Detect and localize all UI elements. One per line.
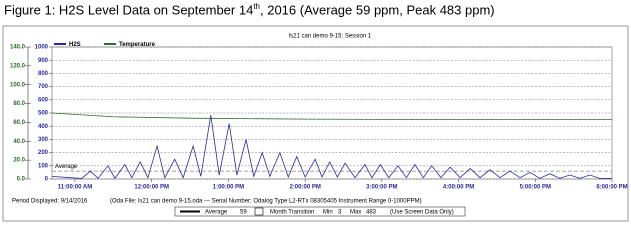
caption-sup: th <box>253 2 260 11</box>
y-tick-label: 200 <box>38 150 49 156</box>
x-tick-label: 12:00:00 PM <box>134 185 169 191</box>
footer-icon <box>254 207 264 216</box>
footer-note: (Use Screen Data Only) <box>390 210 454 216</box>
chart: ls21 can demo 9-15: Session 1 Period Dis… <box>2 25 629 222</box>
caption-text: , 2016 (Average 59 ppm, Peak 483 ppm) <box>259 2 495 18</box>
y2-tick-label: 20.0 <box>13 158 25 164</box>
footer-legend <box>174 206 466 217</box>
footer-max-label: Max <box>350 210 361 216</box>
y-tick-label: 600 <box>38 97 49 103</box>
y2-tick-label: 140.0 <box>10 45 26 51</box>
caption-text: Figure 1: H2S Level Data on September 14 <box>4 2 254 18</box>
y-tick-label: 100 <box>38 163 49 169</box>
average-label: Average <box>55 164 78 170</box>
caption: Figure 1: H2S Level Data on September 14… <box>4 2 495 17</box>
y2-tick-label: 120.0 <box>10 63 26 69</box>
x-tick-label: 3:00:00 PM <box>366 185 397 191</box>
series-line <box>51 112 612 120</box>
y2-tick-label: 80.0 <box>13 101 25 107</box>
y-tick-label: 500 <box>38 111 49 117</box>
footer-max: 483 <box>366 210 377 216</box>
page: Figure 1: H2S Level Data on September 14… <box>2 2 629 222</box>
x-tick-label: 11:00:00 AM <box>58 185 92 191</box>
y2-tick-label: 60.0 <box>13 120 25 126</box>
y2-tick-label: 0.0 <box>17 177 26 183</box>
y-tick-label: 1000 <box>35 45 49 51</box>
y-tick-label: 400 <box>38 124 49 130</box>
y-tick-label: 900 <box>38 58 49 64</box>
footer-month: Month Transition <box>270 210 314 216</box>
y2-tick-label: 40.0 <box>13 139 25 145</box>
y-tick-label: 0 <box>45 177 49 183</box>
series-line <box>51 115 612 180</box>
y-tick-label: 700 <box>38 84 49 90</box>
footer-min: 3 <box>338 210 342 216</box>
x-tick-label: 6:00:00 PM <box>596 185 627 191</box>
y2-tick-label: 100.0 <box>10 82 26 88</box>
footer-min-label: Min <box>323 210 333 216</box>
footer-file: (Oda File: ls21 can demo 9-15.oda --- Se… <box>110 199 422 205</box>
footer-average: 59 <box>240 210 247 216</box>
chart-title: ls21 can demo 9-15: Session 1 <box>289 34 372 40</box>
legend-label: Temperature <box>119 42 156 48</box>
x-tick-label: 1:00:00 PM <box>213 185 244 191</box>
x-tick-label: 4:00:00 PM <box>443 185 474 191</box>
footer-period: Period Displayed: 9/14/2016 <box>12 199 88 205</box>
y-tick-label: 800 <box>38 71 49 77</box>
x-tick-label: 5:00:00 PM <box>520 185 551 191</box>
footer-average-label: Average <box>205 210 228 216</box>
x-tick-label: 2:00:00 PM <box>289 185 320 191</box>
frame <box>2 25 629 222</box>
y-tick-label: 300 <box>38 137 49 143</box>
legend-label: H2S <box>69 42 81 48</box>
